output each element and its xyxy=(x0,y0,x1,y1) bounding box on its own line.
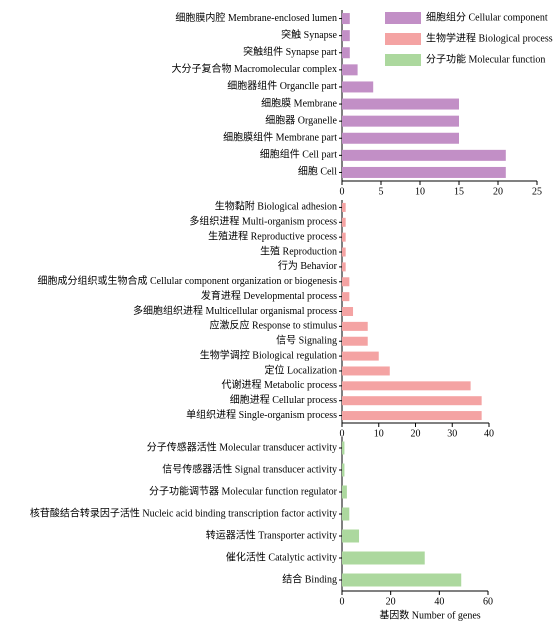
bar xyxy=(342,166,506,178)
bar xyxy=(342,463,345,477)
bar xyxy=(342,336,368,346)
y-tick-label: 细胞器 Organelle xyxy=(265,113,337,126)
bar xyxy=(342,441,345,455)
bar xyxy=(342,30,350,42)
x-tick-label: 5 xyxy=(379,186,384,197)
y-tick-label: 细胞组件 Cell part xyxy=(260,148,337,161)
x-tick-label: 0 xyxy=(340,186,345,197)
y-tick-label: 结合 Binding xyxy=(282,572,337,585)
bar xyxy=(342,64,358,76)
legend-label: 细胞组分 Cellular component xyxy=(426,10,548,23)
x-axis-label: 基因数 Number of genes xyxy=(379,608,480,621)
x-tick-label: 40 xyxy=(484,428,494,439)
bar xyxy=(342,217,346,227)
y-tick-label: 分子功能调节器 Molecular function regulator xyxy=(149,484,338,497)
x-tick-label: 10 xyxy=(374,428,384,439)
y-tick-label: 行为 Behavior xyxy=(278,259,338,272)
bar xyxy=(342,485,347,499)
y-tick-label: 单组织进程 Single-organism process xyxy=(186,408,337,421)
legend-label: 分子功能 Molecular function xyxy=(426,52,545,65)
legend-swatch xyxy=(385,12,421,24)
x-tick-label: 0 xyxy=(340,596,345,607)
y-tick-label: 突触组件 Synapse part xyxy=(243,45,337,58)
x-tick-label: 20 xyxy=(411,428,421,439)
bar xyxy=(342,262,346,272)
bar xyxy=(342,81,374,93)
legend-swatch xyxy=(385,33,421,45)
bar xyxy=(342,366,390,376)
y-tick-label: 细胞 Cell xyxy=(298,165,337,178)
bar xyxy=(342,115,459,127)
bar xyxy=(342,292,350,302)
y-tick-label: 细胞膜 Membrane xyxy=(261,96,337,109)
y-tick-label: 代谢进程 Metabolic process xyxy=(221,378,337,391)
bar xyxy=(342,411,482,421)
y-tick-label: 细胞器组件 Organclle part xyxy=(227,79,337,92)
bar xyxy=(342,202,346,212)
bar xyxy=(342,396,482,406)
y-tick-label: 突触 Synapse xyxy=(281,28,337,41)
y-tick-label: 生物学调控 Biological regulation xyxy=(200,348,337,361)
bar xyxy=(342,149,506,161)
bar xyxy=(342,47,350,59)
x-tick-label: 20 xyxy=(386,596,396,607)
y-tick-label: 生物黏附 Biological adhesion xyxy=(215,200,337,213)
bar xyxy=(342,13,350,25)
bar xyxy=(342,573,462,587)
bar xyxy=(342,132,459,144)
y-tick-label: 细胞膜内腔 Membrane-enclosed lumen xyxy=(175,11,337,24)
y-tick-label: 多细胞组织进程 Multicellular organismal process xyxy=(133,304,337,317)
legend-swatch xyxy=(385,54,421,66)
bar xyxy=(342,277,350,287)
y-tick-label: 细胞成分组织或生物合成 Cellular component organizat… xyxy=(38,274,338,287)
y-tick-label: 信号 Signaling xyxy=(276,335,337,347)
y-tick-label: 核苷酸结合转录因子活性 Nucleic acid binding transcr… xyxy=(30,506,337,519)
bar xyxy=(342,351,379,361)
legend-label: 生物学进程 Biological process xyxy=(426,31,553,44)
y-tick-label: 细胞进程 Cellular process xyxy=(230,393,337,406)
x-tick-label: 10 xyxy=(415,186,425,197)
bar xyxy=(342,551,425,565)
bar xyxy=(342,307,354,316)
y-tick-label: 定位 Localization xyxy=(265,363,337,376)
bar xyxy=(342,529,360,543)
bar xyxy=(342,507,350,521)
bar xyxy=(342,232,346,242)
y-tick-label: 分子传感器活性 Molecular transducer activity xyxy=(147,440,337,453)
x-tick-label: 15 xyxy=(454,186,464,197)
y-tick-label: 信号传感器活性 Signal transducer activity xyxy=(162,462,337,475)
x-tick-label: 40 xyxy=(434,596,444,607)
y-tick-label: 生殖 Reproduction xyxy=(260,244,337,257)
y-tick-label: 大分子复合物 Macromolecular complex xyxy=(171,62,337,75)
bar xyxy=(342,321,368,331)
y-tick-label: 发育进程 Developmental process xyxy=(201,289,337,302)
bar xyxy=(342,98,459,110)
y-tick-label: 催化活性 Catalytic activity xyxy=(226,550,337,563)
y-tick-label: 多组织进程 Multi-organism process xyxy=(189,215,337,228)
x-tick-label: 20 xyxy=(493,186,503,197)
y-tick-label: 转运器活性 Transporter activity xyxy=(206,528,337,541)
y-tick-label: 生殖进程 Reproductive process xyxy=(208,229,337,242)
x-tick-label: 30 xyxy=(447,428,457,439)
x-tick-label: 60 xyxy=(483,596,493,607)
x-tick-label: 25 xyxy=(532,186,542,197)
y-tick-label: 细胞膜组件 Membrane part xyxy=(223,131,337,144)
y-tick-label: 应激反应 Response to stimulus xyxy=(209,319,337,332)
bar xyxy=(342,247,346,257)
bar xyxy=(342,381,471,391)
x-tick-label: 0 xyxy=(340,428,345,439)
